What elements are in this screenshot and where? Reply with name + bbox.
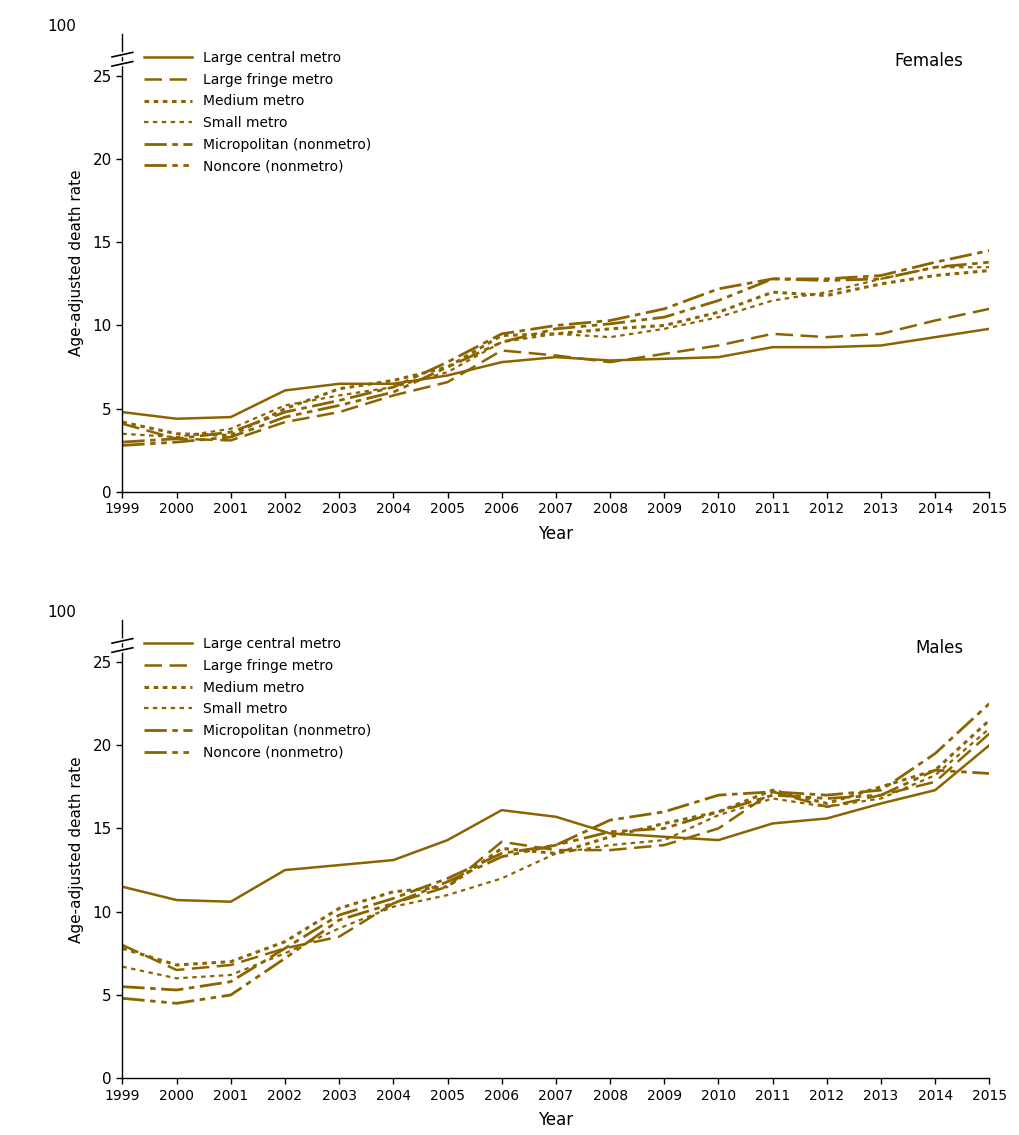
Y-axis label: Age-adjusted death rate: Age-adjusted death rate (69, 170, 85, 356)
Text: Males: Males (914, 639, 963, 656)
Legend: Large central metro, Large fringe metro, Medium metro, Small metro, Micropolitan: Large central metro, Large fringe metro,… (138, 45, 377, 179)
Legend: Large central metro, Large fringe metro, Medium metro, Small metro, Micropolitan: Large central metro, Large fringe metro,… (138, 632, 377, 765)
Y-axis label: Age-adjusted death rate: Age-adjusted death rate (69, 756, 85, 942)
X-axis label: Year: Year (538, 1111, 573, 1129)
X-axis label: Year: Year (538, 524, 573, 543)
Text: 100: 100 (47, 605, 76, 620)
Text: 100: 100 (47, 19, 76, 34)
Text: Females: Females (894, 52, 963, 70)
